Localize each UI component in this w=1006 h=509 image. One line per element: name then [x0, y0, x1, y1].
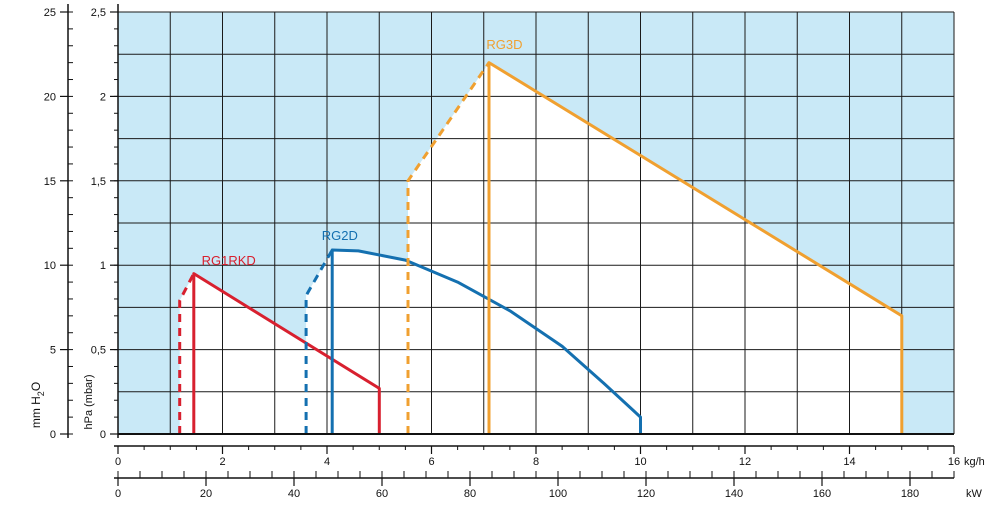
x-tick-label: 2 [219, 456, 225, 468]
x2-tick-label: 100 [549, 488, 567, 500]
y-right-tick-label: 1,5 [91, 176, 106, 188]
field-rg3d [408, 62, 902, 434]
x-tick-label: 4 [324, 456, 330, 468]
y-right-tick-label: 2 [100, 91, 106, 103]
working-fields [179, 62, 902, 434]
y-left-axis-label: mm H2O [29, 382, 46, 428]
x-tick-label: 8 [533, 456, 539, 468]
x-tick-label: 0 [115, 456, 121, 468]
x2-tick-label: 20 [200, 488, 212, 500]
x2-tick-label: 80 [464, 488, 476, 500]
x-tick-label: 12 [739, 456, 751, 468]
y-left-tick-label: 5 [50, 345, 56, 357]
y-right-tick-label: 0,5 [91, 345, 106, 357]
series-label-rg1rkd: RG1RKD [202, 253, 256, 268]
x2-tick-label: 0 [115, 488, 121, 500]
x-tick-label: 10 [634, 456, 646, 468]
x2-tick-label: 60 [376, 488, 388, 500]
y-right-axis-label: hPa (mbar) [83, 374, 95, 429]
series-label-rg3d: RG3D [486, 37, 522, 52]
y-left-tick-label: 15 [44, 176, 56, 188]
x-tick-label: 16 [948, 456, 960, 468]
y-left-tick-label: 25 [44, 7, 56, 19]
y-left-tick-label: 0 [50, 429, 56, 441]
x2-tick-label: 180 [901, 488, 919, 500]
x-tick-label: 14 [843, 456, 855, 468]
curve-rg2d [330, 248, 642, 434]
curve-rg3d-dashed [406, 61, 491, 434]
y-left-tick-label: 20 [44, 91, 56, 103]
y-left-tick-label: 10 [44, 260, 56, 272]
curve-rg2d-dashed [304, 249, 334, 434]
y-right-tick-label: 1 [100, 260, 106, 272]
curve-rg1rkd [192, 272, 381, 434]
axis-labels: mm H2O hPa (mbar) kg/h kW [29, 374, 985, 500]
series-curves: RG1RKD RG2D RG3D [178, 37, 904, 434]
y-right-tick-label: 0 [100, 429, 106, 441]
x-axis-unit-label: kg/h [964, 456, 985, 468]
x2-axis-unit-label: kW [966, 488, 983, 500]
x-tick-label: 6 [428, 456, 434, 468]
curve-rg1rkd-dashed [178, 272, 196, 434]
x2-tick-label: 140 [725, 488, 743, 500]
x2-tick-label: 40 [288, 488, 300, 500]
x2-tick-label: 120 [637, 488, 655, 500]
y-right-tick-label: 2,5 [91, 7, 106, 19]
curve-rg3d [487, 61, 904, 434]
x2-tick-label: 160 [813, 488, 831, 500]
series-label-rg2d: RG2D [322, 228, 358, 243]
